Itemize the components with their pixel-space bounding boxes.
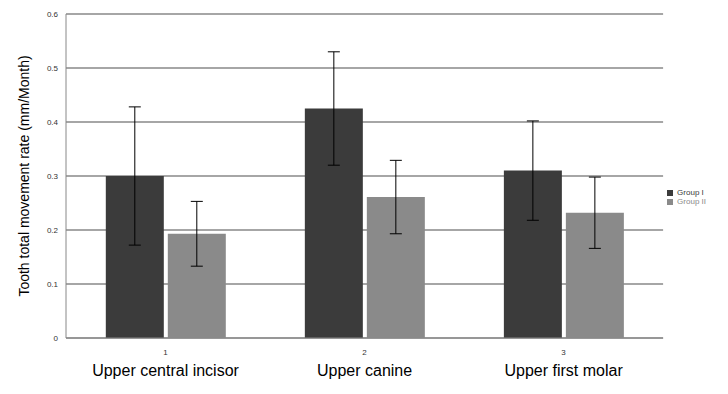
svg-text:Upper central incisor: Upper central incisor: [92, 362, 239, 379]
svg-text:3: 3: [561, 348, 566, 357]
html-text:Group I: Group I: [677, 188, 704, 197]
svg-text:1: 1: [163, 348, 168, 357]
svg-text:0.5: 0.5: [47, 64, 59, 73]
svg-text:0.3: 0.3: [47, 172, 59, 181]
svg-text:0.4: 0.4: [47, 118, 59, 127]
svg-text:0: 0: [54, 334, 59, 343]
html-text:Group II: Group II: [677, 197, 706, 206]
svg-text:2: 2: [362, 348, 367, 357]
svg-text:Upper canine: Upper canine: [317, 362, 412, 379]
svg-text:0.1: 0.1: [47, 280, 59, 289]
svg-text:Upper first molar: Upper first molar: [504, 362, 623, 379]
svg-text:0.2: 0.2: [47, 226, 59, 235]
svg-text:Tooth total movement rate (mm/: Tooth total movement rate (mm/Month): [16, 55, 32, 296]
svg-text:0.6: 0.6: [47, 10, 59, 19]
